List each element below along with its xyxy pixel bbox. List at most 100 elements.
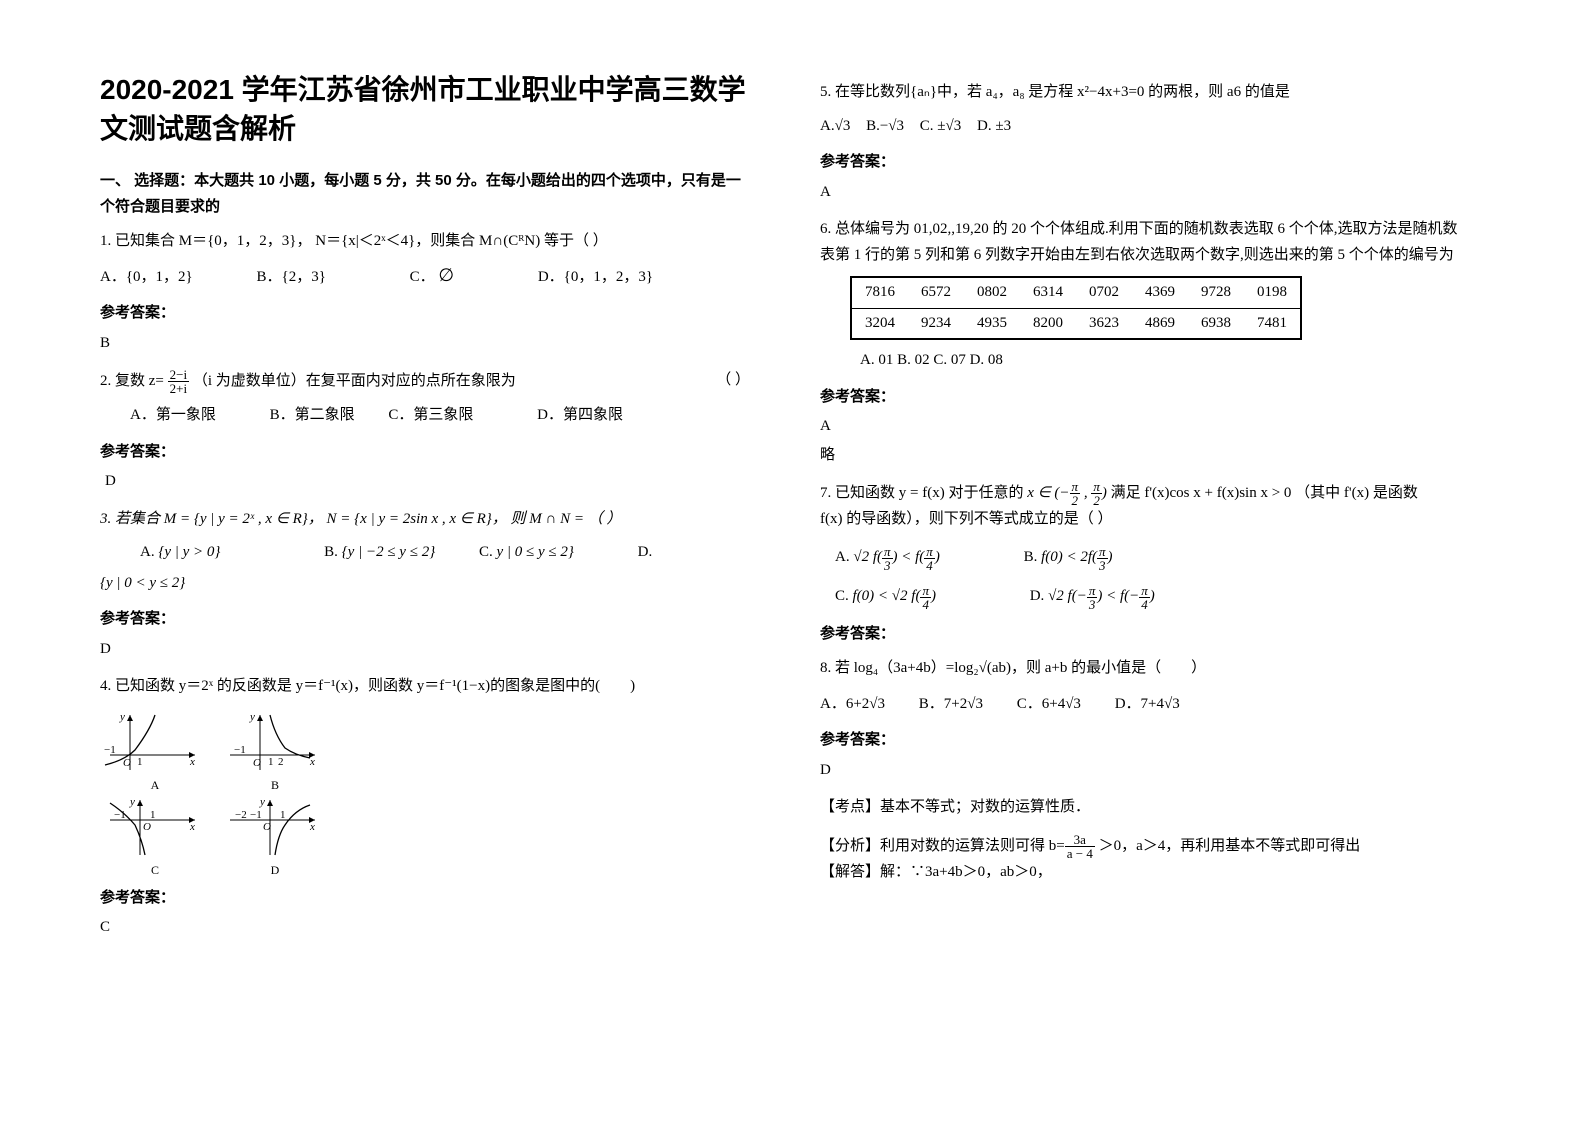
svg-text:−1: −1	[114, 809, 126, 821]
svg-text:x: x	[189, 821, 195, 833]
q8-options: A．6+2√3 B．7+2√3 C．6+4√3 D．7+4√3	[820, 692, 1470, 718]
q2-mid: （i 为虚数单位）在复平面内对应的点所在象限为	[193, 373, 516, 389]
q1-answer-label: 参考答案：	[100, 300, 750, 326]
svg-text:−2: −2	[235, 809, 247, 821]
svg-text:−1: −1	[250, 809, 262, 821]
cell: 0198	[1244, 280, 1300, 306]
q8-frac-num: 3a	[1065, 833, 1095, 847]
q2-opt-a: A．第一象限	[130, 403, 216, 429]
q2-prefix: 2. 复数 z=	[100, 373, 164, 389]
q2-opt-d: D．第四象限	[537, 407, 623, 423]
q7-lab-c: C.	[835, 588, 849, 604]
q1-opt-b: B．{2，3}	[256, 269, 325, 285]
svg-text:x: x	[189, 756, 195, 768]
q4-answer: C	[100, 915, 750, 941]
q5-options: A.√3 B.−√3 C. ±√3 D. ±3	[820, 114, 1470, 140]
q3-opt-b: {y | −2 ≤ y ≤ 2}	[342, 544, 436, 560]
q5-opt-a: A.√3	[820, 118, 850, 134]
q4-label-a: A	[100, 775, 210, 795]
q1-options: A．{0，1，2} B．{2，3} C． ∅ D．{0，1，2，3}	[100, 260, 750, 291]
q3-answer: D	[100, 637, 750, 663]
svg-text:1: 1	[280, 809, 286, 821]
section-1-header: 一、 选择题：本大题共 10 小题，每小题 5 分，共 50 分。在每小题给出的…	[100, 168, 750, 219]
svg-text:−1: −1	[104, 744, 116, 756]
q2-answer: D	[105, 469, 750, 495]
q2-frac-num: 2−i	[168, 368, 189, 382]
q7-lab-b: B.	[1024, 549, 1038, 565]
q2-frac-den: 2+i	[168, 382, 189, 395]
cell: 3204	[852, 311, 908, 337]
q8-opt-c: C．6+4√3	[1017, 696, 1081, 712]
cell: 4369	[1132, 280, 1188, 306]
svg-text:x: x	[309, 756, 315, 768]
q2-opt-b: B．第二象限	[270, 403, 355, 429]
q8-fenxi-b-pre: b=	[1049, 837, 1065, 853]
q4-graph-a: −1 O 1 x y A	[100, 710, 210, 790]
svg-text:y: y	[119, 711, 125, 723]
q6-text: 6. 总体编号为 01,02,,19,20 的 20 个个体组成.利用下面的随机…	[820, 217, 1470, 268]
document-title: 2020-2021 学年江苏省徐州市工业职业中学高三数学文测试题含解析	[100, 70, 750, 148]
svg-text:O: O	[253, 757, 261, 769]
q7-lab-a: A.	[835, 549, 850, 565]
cell: 0802	[964, 280, 1020, 306]
q4-label-d: D	[220, 860, 330, 880]
cell: 9234	[908, 311, 964, 337]
q6-options: A. 01 B. 02 C. 07 D. 08	[860, 348, 1470, 374]
q4-graph-c: −1 O 1 x y C	[100, 795, 210, 875]
q1-opt-d: D．{0，1，2，3}	[538, 269, 653, 285]
q8-kaodian: 【考点】基本不等式；对数的运算性质．	[820, 795, 1470, 821]
q1-opt-c-sym: ∅	[438, 265, 454, 285]
q4-graph-b: −1 O 1 2 x y B	[220, 710, 330, 790]
question-4: 4. 已知函数 y＝2ˣ 的反函数是 y＝f⁻¹(x)，则函数 y＝f⁻¹(1−…	[100, 674, 750, 875]
q6-answer: A	[820, 414, 1470, 440]
q3-lab-b: B.	[324, 544, 338, 560]
q6-answer-2: 略	[820, 443, 1470, 469]
q4-graphs: −1 O 1 x y A −1	[100, 710, 750, 875]
q7-text-a: 7. 已知函数 y = f(x) 对于任意的	[820, 485, 1027, 501]
q3-lab-a: A.	[140, 544, 155, 560]
q7-opt-a: √2 f(π3) < f(π4)	[853, 549, 939, 565]
svg-text:1: 1	[268, 756, 274, 768]
right-column: 5. 在等比数列{aₙ}中，若 a₄，a₈ 是方程 x²−4x+3=0 的两根，…	[820, 70, 1470, 953]
q4-text: 4. 已知函数 y＝2ˣ 的反函数是 y＝f⁻¹(x)，则函数 y＝f⁻¹(1−…	[100, 674, 750, 700]
q5-text: 5. 在等比数列{aₙ}中，若 a₄，a₈ 是方程 x²−4x+3=0 的两根，…	[820, 80, 1470, 106]
svg-text:y: y	[249, 711, 255, 723]
q8-opt-a: A．6+2√3	[820, 696, 885, 712]
q7-opt-b: f(0) < 2f(π3)	[1041, 549, 1112, 565]
svg-text:1: 1	[137, 756, 143, 768]
q7-answer-label: 参考答案：	[820, 621, 1470, 647]
q1-opt-c-label: C．	[410, 269, 435, 285]
cell: 9728	[1188, 280, 1244, 306]
q5-answer: A	[820, 180, 1470, 206]
q8-answer: D	[820, 758, 1470, 784]
q5-opt-c: C. ±√3	[920, 118, 961, 134]
q7-lab-d: D.	[1030, 588, 1045, 604]
svg-text:O: O	[123, 757, 131, 769]
cell: 7816	[852, 280, 908, 306]
q3-opt-c: y | 0 ≤ y ≤ 2}	[496, 544, 573, 560]
question-8: 8. 若 log₄（3a+4b）=log₂√(ab)，则 a+b 的最小值是（ …	[820, 656, 1470, 717]
svg-text:2: 2	[278, 756, 284, 768]
q3-opt-d: {y | 0 < y ≤ 2}	[100, 571, 750, 597]
q7-opt-c: f(0) < √2 f(π4)	[853, 588, 936, 604]
q1-text: 1. 已知集合 M＝{0，1，2，3}， N＝{x|＜2ˣ＜4}，则集合 M∩(…	[100, 229, 750, 255]
svg-text:1: 1	[150, 809, 156, 821]
q4-graph-d: −2 −1 O 1 x y D	[220, 795, 330, 875]
cell: 0702	[1076, 280, 1132, 306]
question-7: 7. 已知函数 y = f(x) 对于任意的 x ∈ (−π2 , π2) 满足…	[820, 480, 1470, 611]
q5-opt-d: D. ±3	[977, 118, 1011, 134]
cell: 6314	[1020, 280, 1076, 306]
q8-fenxi-a: 【分析】利用对数的运算法则可得	[820, 837, 1049, 853]
question-3: 3. 若集合 M = {y | y = 2ˣ , x ∈ R}， N = {x …	[100, 507, 750, 597]
q6-answer-label: 参考答案：	[820, 384, 1470, 410]
q1-answer: B	[100, 331, 750, 357]
q2-opt-c: C．第三象限	[388, 403, 473, 429]
left-column: 2020-2021 学年江苏省徐州市工业职业中学高三数学文测试题含解析 一、 选…	[100, 70, 750, 953]
q6-table-row-1: 7816 6572 0802 6314 0702 4369 9728 0198	[852, 278, 1300, 309]
cell: 6938	[1188, 311, 1244, 337]
q1-opt-a: A．{0，1，2}	[100, 269, 193, 285]
q7-options-row1: A. √2 f(π3) < f(π4) B. f(0) < 2f(π3)	[820, 545, 1470, 572]
svg-text:O: O	[143, 821, 151, 833]
q5-answer-label: 参考答案：	[820, 149, 1470, 175]
q8-answer-label: 参考答案：	[820, 727, 1470, 753]
